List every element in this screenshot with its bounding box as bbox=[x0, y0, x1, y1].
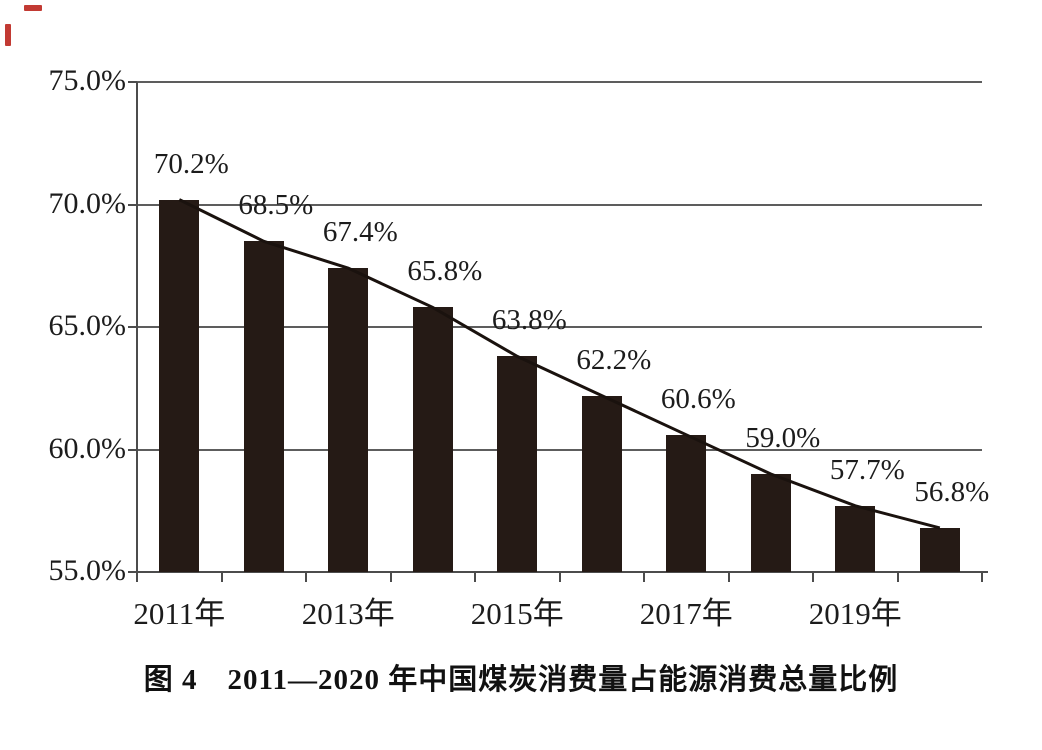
crop-mark-horizontal-icon bbox=[24, 5, 42, 11]
bar-value-label: 63.8% bbox=[491, 304, 567, 337]
figure-caption: 图 4 2011—2020 年中国煤炭消费量占能源消费总量比例 bbox=[143, 664, 899, 696]
bar-value-label: 62.2% bbox=[576, 343, 652, 376]
x-axis-tick-label: 2017年 bbox=[639, 596, 733, 631]
y-axis-tick bbox=[128, 203, 137, 206]
x-axis-tick bbox=[896, 572, 899, 582]
bar bbox=[243, 241, 284, 573]
y-axis-tick bbox=[128, 571, 137, 573]
crop-mark-vertical-icon bbox=[5, 24, 11, 46]
x-axis-tick bbox=[812, 572, 814, 582]
y-axis-tick-label: 65.0% bbox=[48, 309, 127, 342]
y-axis-tick-label: 55.0% bbox=[48, 554, 127, 587]
gridline bbox=[137, 81, 982, 83]
y-axis-tick bbox=[128, 326, 137, 328]
gridline bbox=[137, 571, 988, 573]
x-axis-tick bbox=[305, 572, 307, 582]
bar-value-label: 56.8% bbox=[914, 475, 990, 508]
y-axis-tick bbox=[128, 448, 137, 451]
bar bbox=[412, 307, 453, 572]
bar bbox=[666, 434, 707, 572]
x-axis-tick-label: 2019年 bbox=[808, 596, 902, 631]
y-axis-line bbox=[136, 82, 138, 582]
x-axis-tick bbox=[643, 572, 645, 582]
x-axis-tick bbox=[981, 572, 983, 582]
x-axis-tick-label: 2013年 bbox=[301, 596, 395, 631]
y-axis-tick-label: 60.0% bbox=[48, 431, 127, 465]
bar bbox=[581, 395, 622, 572]
y-axis-tick-label: 75.0% bbox=[48, 64, 127, 97]
bar-value-label: 60.6% bbox=[660, 382, 736, 415]
x-axis-tick bbox=[220, 572, 223, 582]
bar bbox=[497, 356, 538, 572]
bar-value-label: 59.0% bbox=[745, 422, 821, 454]
x-axis-tick bbox=[474, 572, 476, 582]
bar-value-label: 67.4% bbox=[322, 216, 398, 249]
bar-value-label: 65.8% bbox=[407, 255, 483, 288]
bar bbox=[328, 268, 369, 572]
x-axis-tick bbox=[136, 572, 138, 582]
bar bbox=[159, 199, 200, 572]
bar bbox=[835, 505, 876, 572]
bar bbox=[750, 474, 791, 572]
x-axis-tick bbox=[558, 572, 561, 582]
y-axis-tick-label: 70.0% bbox=[48, 186, 127, 220]
x-axis-tick bbox=[389, 572, 392, 582]
bar bbox=[919, 527, 960, 572]
x-axis-tick bbox=[727, 572, 730, 582]
y-axis-tick bbox=[128, 81, 137, 83]
x-axis-tick-label: 2015年 bbox=[470, 596, 564, 631]
bar-value-label: 70.2% bbox=[153, 147, 229, 180]
x-axis-tick-label: 2011年 bbox=[133, 596, 226, 631]
